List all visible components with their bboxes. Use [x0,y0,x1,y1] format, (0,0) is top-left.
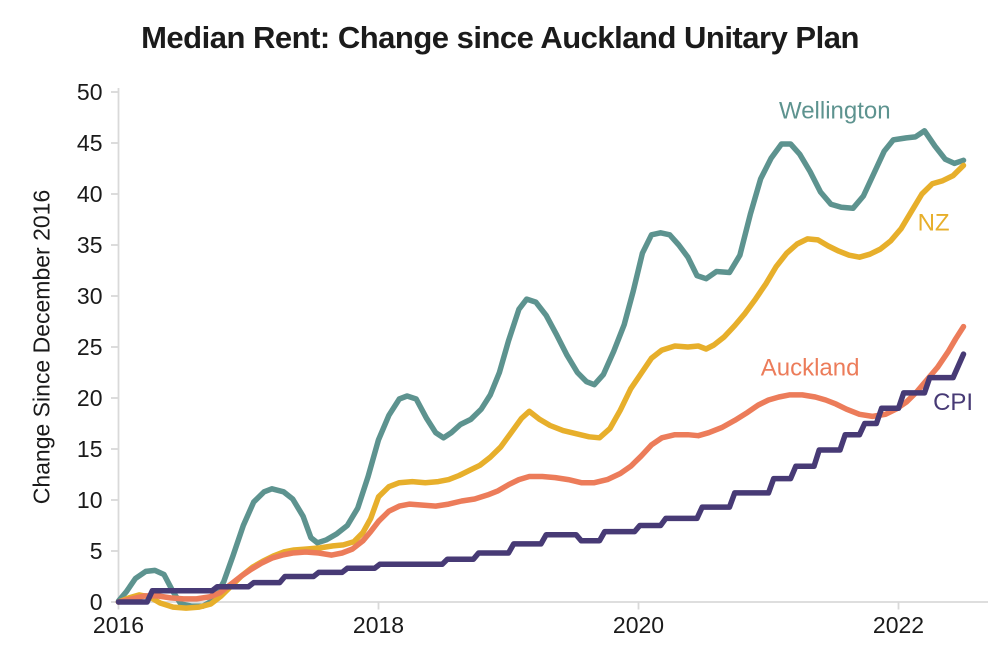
y-tick-label: 30 [77,283,103,309]
series-label-wellington: Wellington [779,97,891,124]
x-tick-label: 2018 [353,612,404,638]
y-tick-label: 10 [77,487,103,513]
y-tick-label: 5 [90,538,103,564]
y-tick-label: 45 [77,130,103,156]
series-label-auckland: Auckland [761,354,860,381]
series-line-cpi [115,351,967,605]
series-line-wellington [115,128,967,609]
y-tick-label: 40 [77,181,103,207]
y-tick-label: 15 [77,436,103,462]
y-tick-label: 50 [77,79,103,105]
series-label-cpi: CPI [933,389,973,416]
y-tick-label: 35 [77,232,103,258]
series-label-nz: NZ [918,210,950,237]
y-tick-label: 0 [90,589,103,615]
x-tick-label: 2020 [613,612,664,638]
series-line-auckland [115,323,967,605]
chart-title: Median Rent: Change since Auckland Unita… [141,20,859,55]
x-tick-label: 2022 [873,612,924,638]
y-tick-label: 25 [77,334,103,360]
x-tick-label: 2016 [93,612,144,638]
y-tick-label: 20 [77,385,103,411]
